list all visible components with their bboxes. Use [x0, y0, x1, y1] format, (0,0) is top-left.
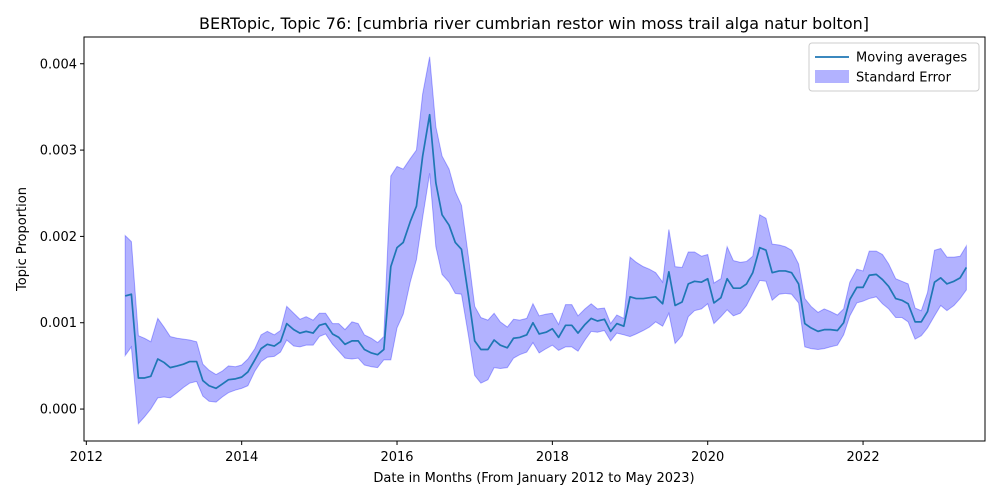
x-axis: 2012 2014 2016 2018 2020 2022: [70, 441, 880, 465]
series-moving-averages-line: [124, 113, 968, 390]
x-axis-label: Date in Months (From January 2012 to May…: [373, 471, 694, 486]
x-tick-label: 2020: [691, 450, 724, 465]
x-tick-label: 2022: [847, 450, 880, 465]
y-tick-label: 0.000: [40, 403, 77, 418]
legend-swatch-standard-error: [815, 70, 849, 83]
y-tick-label: 0.003: [40, 144, 77, 159]
x-tick-label: 2018: [536, 450, 569, 465]
x-tick-label: 2014: [225, 450, 258, 465]
y-tick-label: 0.004: [40, 57, 77, 72]
plot-area: [124, 56, 968, 425]
chart-title: BERTopic, Topic 76: [cumbria river cumbr…: [199, 14, 869, 33]
axes-frame: [83, 36, 986, 442]
legend: Moving averages Standard Error: [808, 42, 980, 92]
legend-label-moving-averages: Moving averages: [856, 51, 967, 66]
x-tick-label: 2012: [70, 450, 103, 465]
legend-label-standard-error: Standard Error: [856, 71, 952, 86]
y-tick-label: 0.001: [40, 316, 77, 331]
x-tick-label: 2016: [380, 450, 413, 465]
series-standard-error-band: [124, 56, 967, 425]
y-axis: 0.000 0.001 0.002 0.003 0.004: [40, 57, 84, 418]
y-axis-label: Topic Proportion: [15, 187, 30, 292]
legend-box: [808, 42, 980, 92]
y-tick-label: 0.002: [40, 230, 77, 245]
